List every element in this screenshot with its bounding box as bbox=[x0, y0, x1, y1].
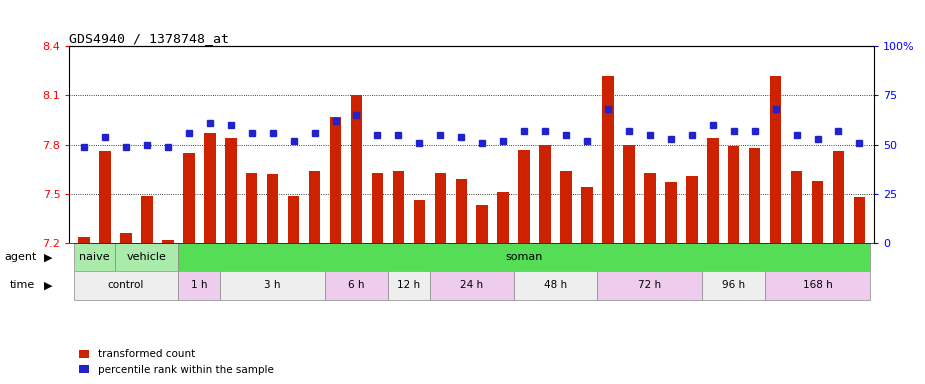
Bar bbox=[99, 151, 111, 243]
Bar bbox=[518, 150, 530, 243]
Bar bbox=[602, 76, 613, 243]
Text: 6 h: 6 h bbox=[348, 280, 364, 290]
Bar bbox=[74, 271, 179, 300]
Bar bbox=[309, 171, 320, 243]
Bar bbox=[413, 200, 426, 243]
Text: control: control bbox=[108, 280, 144, 290]
Bar bbox=[854, 197, 865, 243]
Text: 12 h: 12 h bbox=[398, 280, 421, 290]
Bar bbox=[455, 179, 467, 243]
Text: 168 h: 168 h bbox=[803, 280, 832, 290]
Bar bbox=[388, 271, 430, 300]
Bar bbox=[728, 146, 739, 243]
Bar bbox=[162, 240, 174, 243]
Bar bbox=[225, 138, 237, 243]
Bar bbox=[74, 243, 116, 271]
Bar bbox=[686, 176, 697, 243]
Bar bbox=[246, 172, 257, 243]
Bar bbox=[142, 195, 153, 243]
Text: soman: soman bbox=[505, 252, 543, 262]
Bar bbox=[204, 133, 216, 243]
Text: time: time bbox=[9, 280, 34, 290]
Bar bbox=[179, 271, 220, 300]
Bar bbox=[267, 174, 278, 243]
Legend: transformed count, percentile rank within the sample: transformed count, percentile rank withi… bbox=[75, 345, 278, 379]
Bar bbox=[598, 271, 702, 300]
Text: 24 h: 24 h bbox=[460, 280, 483, 290]
Bar bbox=[702, 271, 765, 300]
Bar bbox=[513, 271, 598, 300]
Text: GDS4940 / 1378748_at: GDS4940 / 1378748_at bbox=[69, 32, 229, 45]
Bar bbox=[539, 145, 551, 243]
Text: naive: naive bbox=[80, 252, 110, 262]
Bar bbox=[832, 151, 845, 243]
Bar bbox=[372, 172, 383, 243]
Bar bbox=[430, 271, 513, 300]
Bar bbox=[325, 271, 388, 300]
Bar bbox=[330, 117, 341, 243]
Bar bbox=[120, 233, 131, 243]
Text: agent: agent bbox=[5, 252, 37, 262]
Bar bbox=[665, 182, 676, 243]
Bar bbox=[476, 205, 488, 243]
Bar bbox=[623, 145, 635, 243]
Bar bbox=[435, 172, 446, 243]
Bar bbox=[581, 187, 593, 243]
Text: 96 h: 96 h bbox=[722, 280, 746, 290]
Bar bbox=[79, 237, 90, 243]
Bar bbox=[116, 243, 179, 271]
Bar bbox=[498, 192, 509, 243]
Bar bbox=[179, 243, 869, 271]
Text: 72 h: 72 h bbox=[638, 280, 661, 290]
Bar bbox=[220, 271, 325, 300]
Bar bbox=[288, 195, 300, 243]
Bar bbox=[351, 95, 363, 243]
Bar bbox=[749, 148, 760, 243]
Text: 1 h: 1 h bbox=[191, 280, 207, 290]
Text: vehicle: vehicle bbox=[127, 252, 166, 262]
Bar bbox=[392, 171, 404, 243]
Text: 3 h: 3 h bbox=[265, 280, 281, 290]
Bar bbox=[561, 171, 572, 243]
Bar bbox=[791, 171, 802, 243]
Text: 48 h: 48 h bbox=[544, 280, 567, 290]
Text: ▶: ▶ bbox=[44, 252, 53, 262]
Bar bbox=[812, 181, 823, 243]
Bar bbox=[765, 271, 869, 300]
Bar bbox=[644, 172, 656, 243]
Text: ▶: ▶ bbox=[44, 280, 53, 290]
Bar bbox=[770, 76, 782, 243]
Bar bbox=[707, 138, 719, 243]
Bar bbox=[183, 153, 194, 243]
